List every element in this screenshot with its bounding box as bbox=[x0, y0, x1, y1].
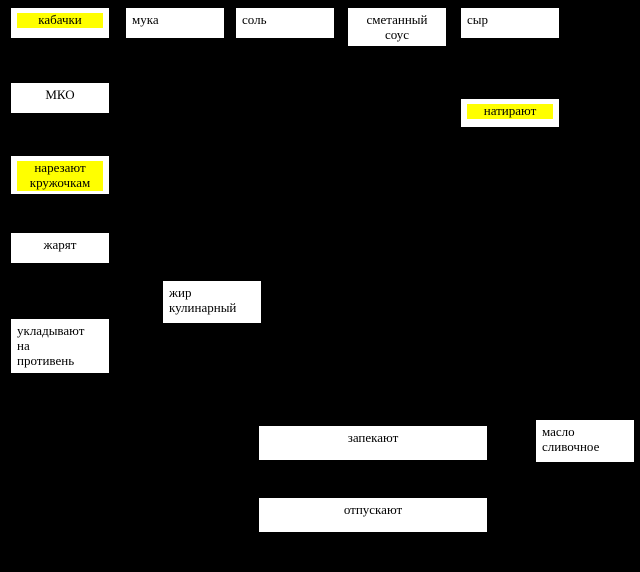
edge-uklad-to-zapekayut bbox=[60, 374, 258, 443]
edge-maslo-to-otpusk bbox=[488, 463, 585, 515]
edge-natirayut-to-zapekayut bbox=[413, 128, 510, 425]
node-maslo: масло сливочное bbox=[535, 419, 635, 463]
node-label-kabachki: кабачки bbox=[17, 13, 103, 28]
node-kabachki: кабачки bbox=[10, 7, 110, 39]
node-label-maslo: масло сливочное bbox=[542, 424, 599, 454]
node-label-uklad: укладывают на противень bbox=[17, 323, 84, 368]
node-zapekayut: запекают bbox=[258, 425, 488, 461]
node-label-muka: мука bbox=[132, 12, 159, 27]
node-muka: мука bbox=[125, 7, 225, 39]
node-narezayut: нарезают кружочкам bbox=[10, 155, 110, 195]
node-natirayut: натирают bbox=[460, 98, 560, 128]
node-sous: сметанный соус bbox=[347, 7, 447, 47]
node-label-zhir: жир кулинарный bbox=[169, 285, 236, 315]
node-label-mko: МКО bbox=[17, 88, 103, 103]
node-uklad: укладывают на противень bbox=[10, 318, 110, 374]
edge-sous-to-zapekayut bbox=[333, 47, 397, 425]
node-mko: МКО bbox=[10, 82, 110, 114]
node-label-otpusk: отпускают bbox=[265, 503, 481, 518]
node-zhir: жир кулинарный bbox=[162, 280, 262, 324]
edge-zhir-to-zharyat bbox=[110, 248, 162, 302]
node-otpusk: отпускают bbox=[258, 497, 488, 533]
node-label-sous: сметанный соус bbox=[354, 13, 440, 43]
node-label-zharyat: жарят bbox=[17, 238, 103, 253]
node-label-syr: сыр bbox=[467, 12, 488, 27]
node-label-narezayut: нарезают кружочкам bbox=[17, 161, 103, 191]
node-sol: соль bbox=[235, 7, 335, 39]
node-syr: сыр bbox=[460, 7, 560, 39]
flowchart-stage: кабачки мука соль сметанный соус сыр МКО натир… bbox=[0, 0, 640, 572]
node-zharyat: жарят bbox=[10, 232, 110, 264]
node-label-natirayut: натирают bbox=[467, 104, 553, 119]
node-label-sol: соль bbox=[242, 12, 267, 27]
node-label-zapekayut: запекают bbox=[265, 431, 481, 446]
